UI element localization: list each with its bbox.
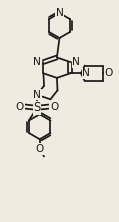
Text: O: O	[36, 144, 44, 154]
Text: O: O	[50, 102, 58, 112]
Text: O: O	[16, 102, 24, 112]
Text: N: N	[72, 57, 80, 67]
Text: S: S	[33, 101, 41, 114]
Text: N: N	[56, 8, 63, 18]
Text: O: O	[104, 68, 113, 78]
Text: N: N	[82, 68, 90, 78]
Text: N: N	[33, 57, 41, 67]
Text: N: N	[33, 90, 41, 100]
